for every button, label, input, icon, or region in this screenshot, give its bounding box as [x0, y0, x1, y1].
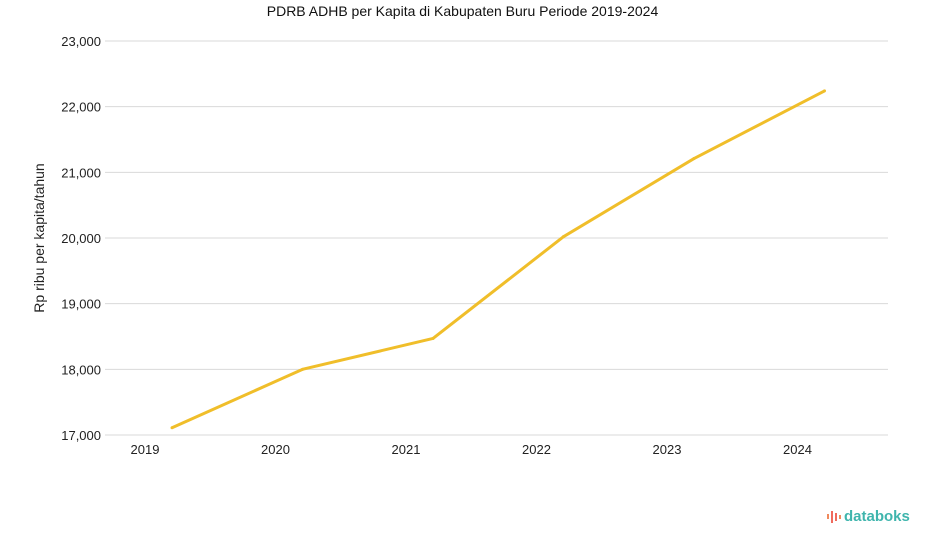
data-point [301, 367, 304, 371]
y-axis-label: Rp ribu per kapita/tahun [31, 163, 47, 312]
y-tick-label: 20,000 [61, 231, 101, 246]
y-tick-label: 18,000 [61, 362, 101, 377]
x-tick-label: 2020 [261, 442, 290, 457]
x-tick-label: 2022 [522, 442, 551, 457]
x-tick-label: 2024 [783, 442, 812, 457]
y-tick-label: 21,000 [61, 165, 101, 180]
y-tick-label: 19,000 [61, 297, 101, 312]
data-point [823, 89, 826, 93]
data-line [171, 89, 826, 430]
logo-text: databoks [844, 508, 910, 525]
x-tick-label: 2021 [392, 442, 421, 457]
data-point [170, 426, 174, 430]
y-tick-label: 22,000 [61, 100, 101, 115]
data-point [692, 157, 696, 161]
data-point [431, 336, 435, 340]
x-tick-label: 2023 [653, 442, 682, 457]
y-tick-label: 17,000 [61, 428, 101, 443]
x-tick-label: 2019 [131, 442, 160, 457]
logo-mark-icon [827, 510, 841, 523]
y-tick-label: 23,000 [61, 34, 101, 49]
chart-title: PDRB ADHB per Kapita di Kabupaten Buru P… [266, 3, 659, 19]
data-point [562, 235, 565, 239]
databoks-logo: databoks [826, 508, 910, 525]
